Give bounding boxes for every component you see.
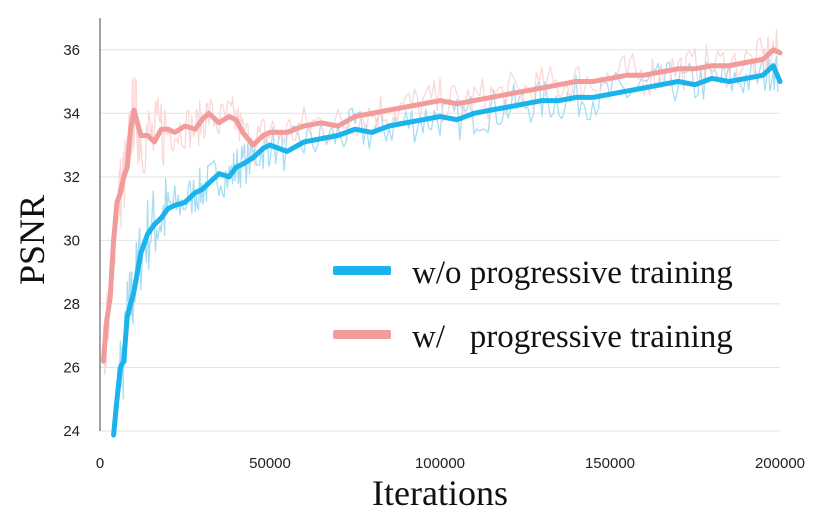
- y-axis-title: PSNR: [12, 195, 52, 285]
- x-tick-label: 0: [96, 455, 104, 472]
- y-tick-labels: 24 26 28 30 32 34 36: [63, 42, 80, 440]
- y-tick-label: 24: [63, 423, 80, 440]
- y-tick-label: 34: [63, 105, 80, 122]
- series-line-1: [100, 47, 783, 364]
- legend-swatch-without-progressive: [333, 266, 391, 275]
- raw-line-0: [112, 51, 780, 436]
- y-tick-label: 28: [63, 296, 80, 313]
- x-tick-label: 50000: [249, 455, 291, 472]
- y-tick-label: 26: [63, 359, 80, 376]
- gridlines: [100, 49, 780, 432]
- x-tick-labels: 0 50000 100000 150000 200000: [96, 455, 805, 472]
- y-tick-label: 36: [63, 42, 80, 59]
- series-curves: [100, 47, 783, 438]
- x-tick-label: 150000: [585, 455, 635, 472]
- legend: w/o progressive training w/ progressive …: [333, 255, 733, 355]
- raw-curves: [102, 29, 780, 436]
- raw-line-1: [102, 29, 780, 375]
- y-tick-label: 32: [63, 169, 80, 186]
- legend-label-with-progressive: w/ progressive training: [412, 319, 733, 355]
- legend-swatch-with-progressive: [333, 330, 391, 339]
- x-tick-label: 100000: [415, 455, 465, 472]
- y-tick-label: 30: [63, 232, 80, 249]
- x-axis-title: Iterations: [372, 473, 508, 513]
- x-tick-label: 200000: [755, 455, 805, 472]
- legend-label-without-progressive: w/o progressive training: [412, 255, 733, 291]
- series-line-0: [111, 63, 783, 438]
